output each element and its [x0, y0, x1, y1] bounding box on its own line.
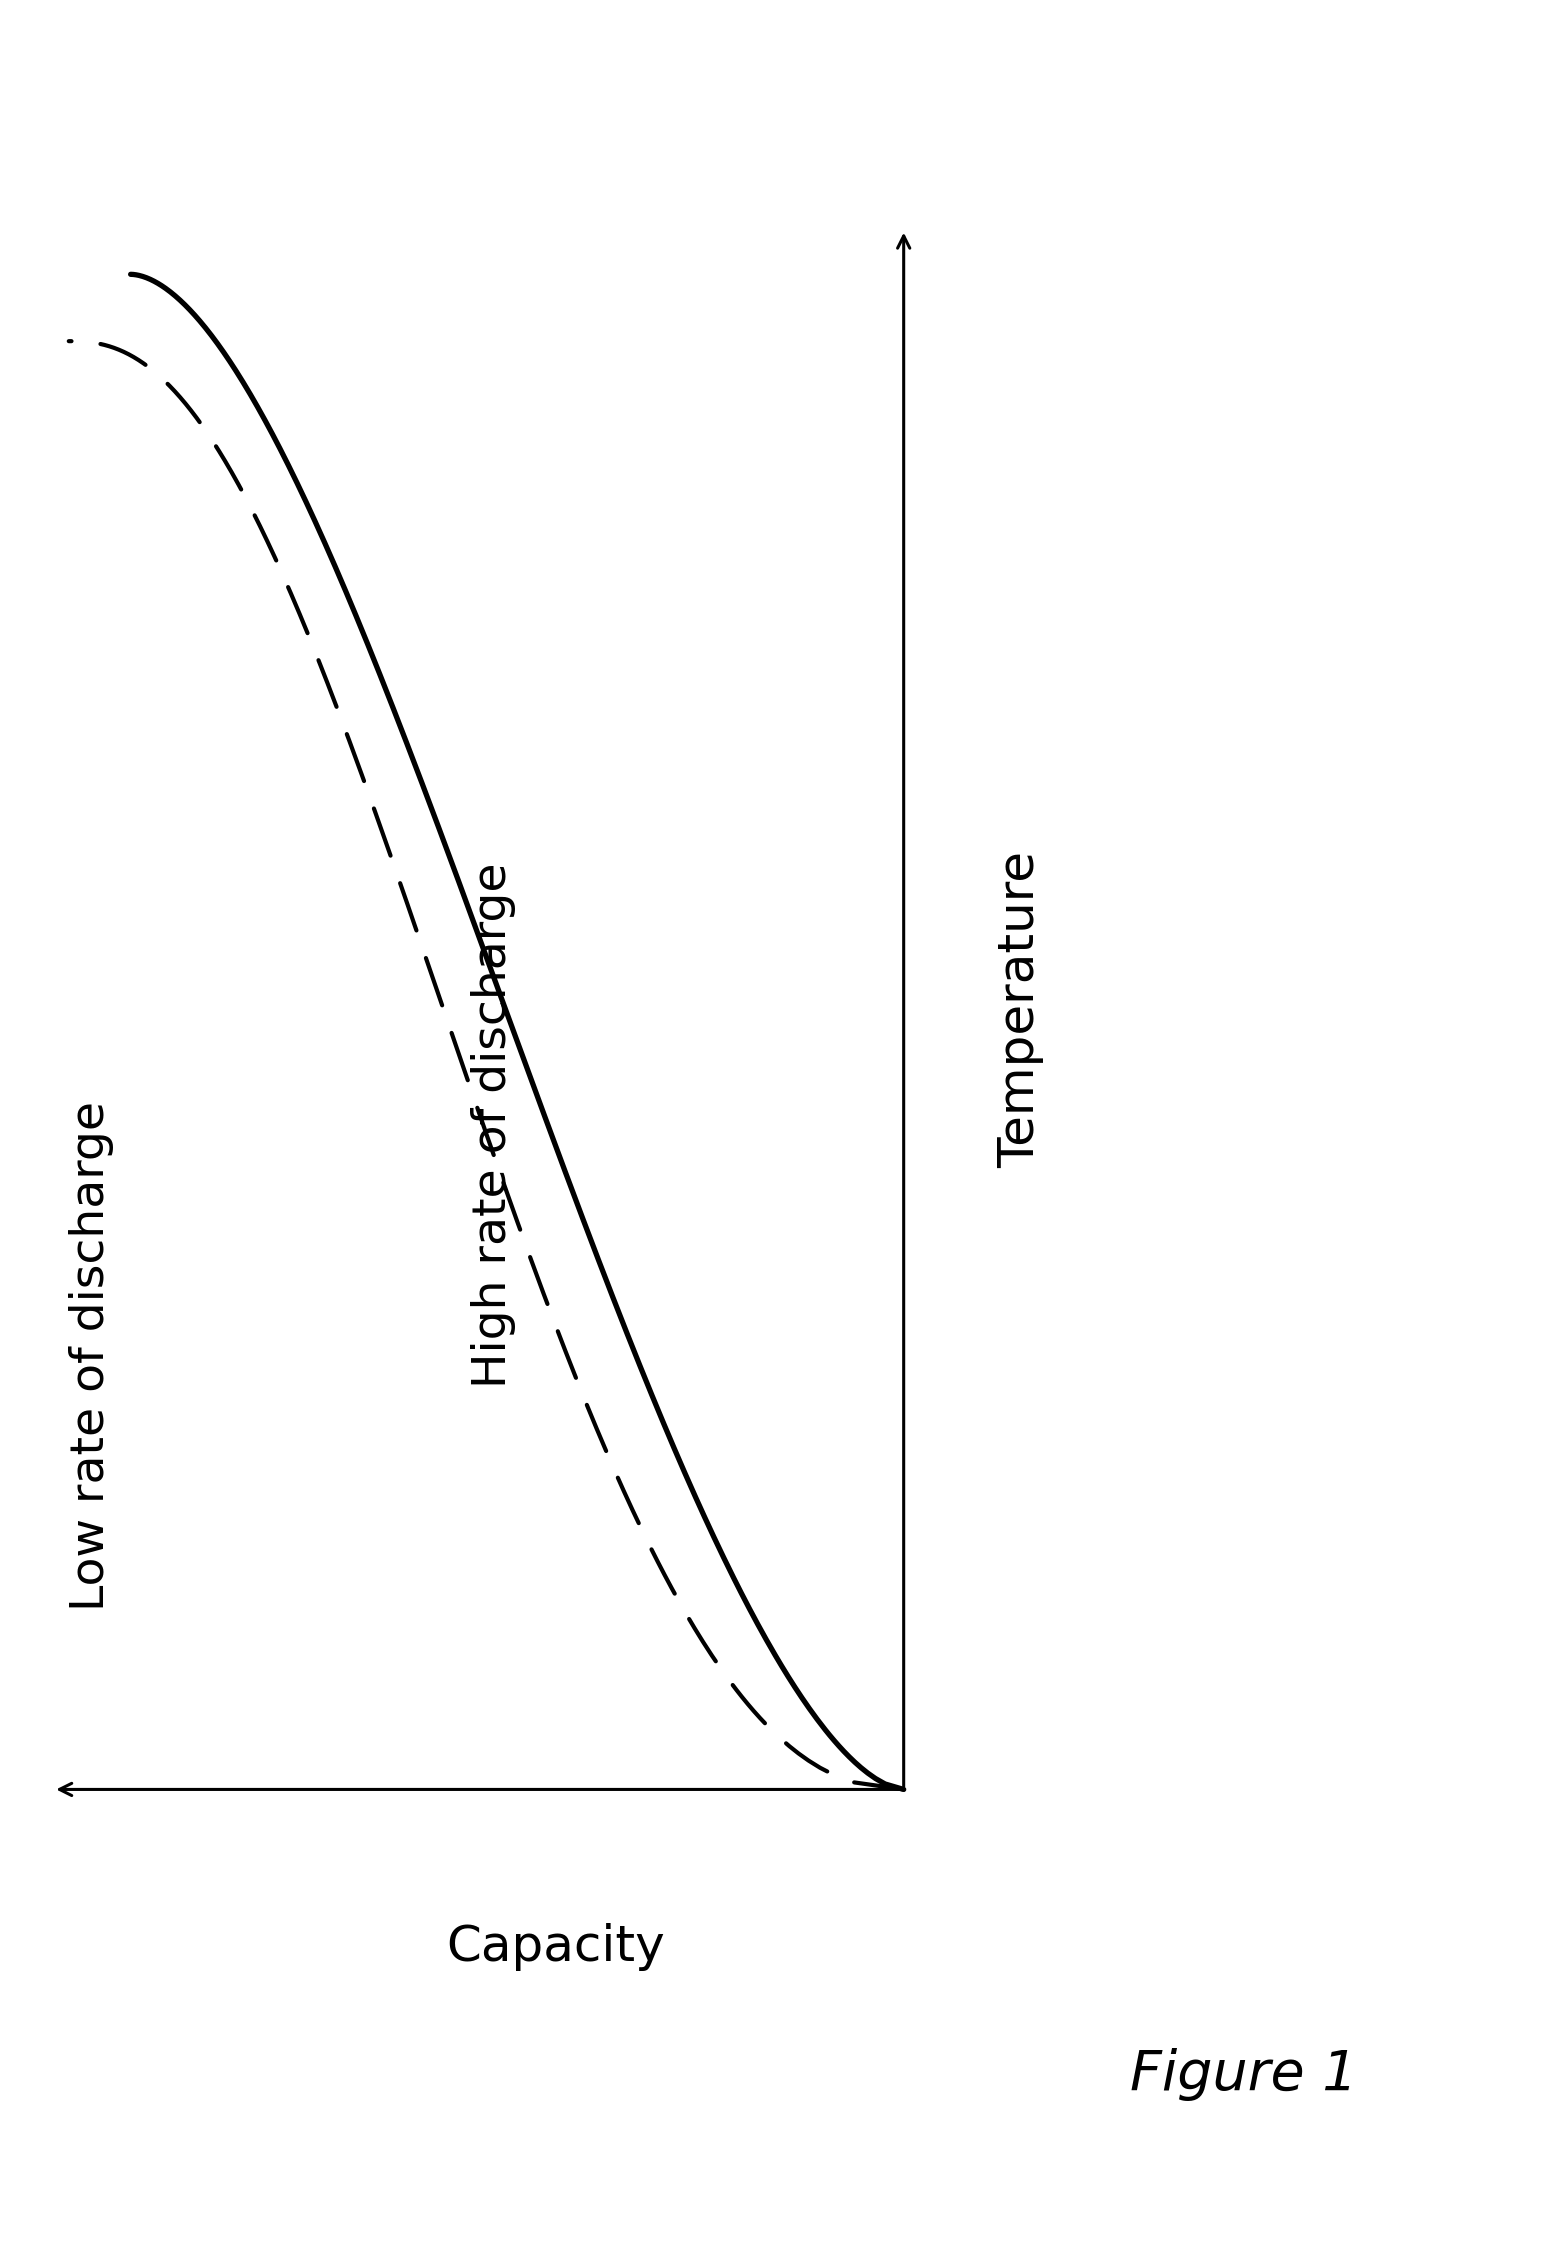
Text: Low rate of discharge: Low rate of discharge	[69, 1101, 114, 1612]
Text: Figure 1: Figure 1	[1129, 2049, 1357, 2101]
Text: Temperature: Temperature	[997, 852, 1045, 1168]
Text: Capacity: Capacity	[446, 1924, 665, 1971]
Text: High rate of discharge: High rate of discharge	[471, 863, 516, 1388]
